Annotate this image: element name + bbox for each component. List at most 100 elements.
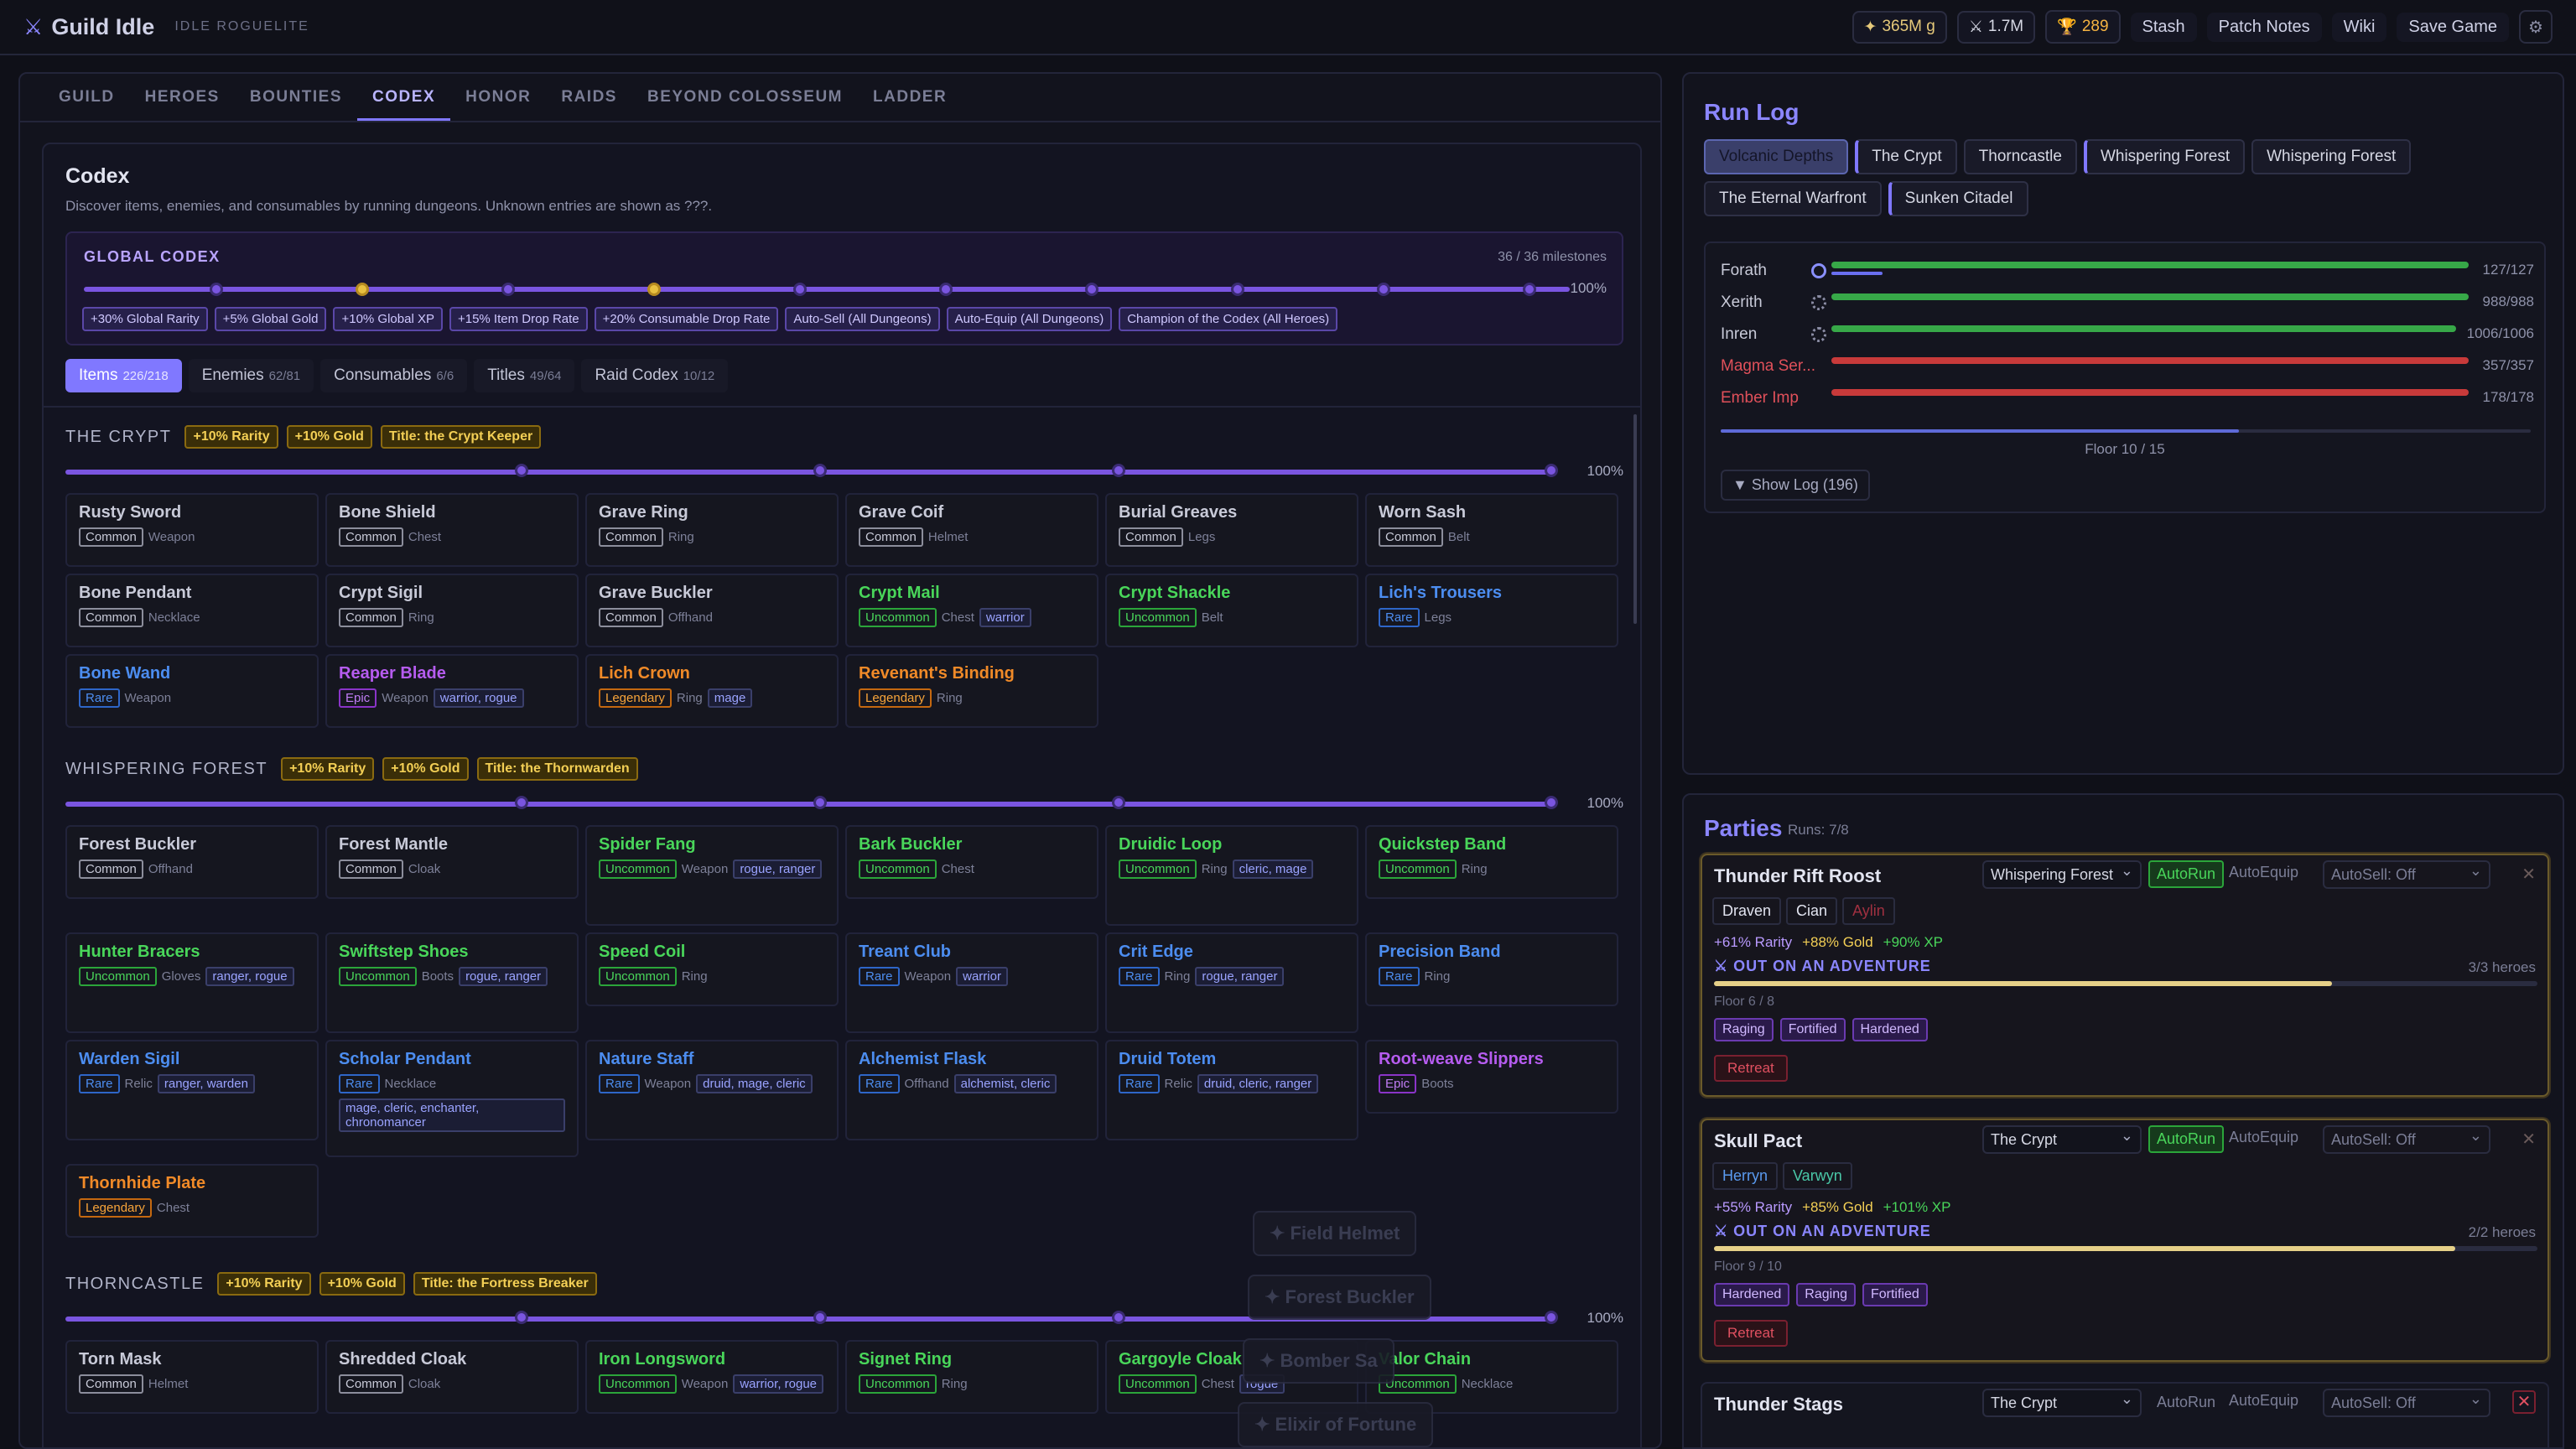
hero-chip[interactable]: Aylin: [1842, 897, 1895, 925]
codex-item-card[interactable]: Burial Greaves Common Legs: [1105, 493, 1358, 567]
item-type: Necklace: [148, 610, 200, 625]
codex-item-card[interactable]: Bone Wand Rare Weapon: [65, 654, 319, 728]
codex-item-card[interactable]: Speed Coil Uncommon Ring: [585, 932, 839, 1006]
codex-item-card[interactable]: Spider Fang Uncommon Weapon rogue, ranger: [585, 825, 839, 926]
combatant-name: Xerith: [1721, 293, 1763, 311]
tab-codex[interactable]: CODEX: [357, 88, 451, 121]
run-tab[interactable]: Whispering Forest: [2083, 139, 2246, 174]
run-tab[interactable]: Volcanic Depths: [1704, 139, 1849, 174]
codex-item-card[interactable]: Forest Buckler Common Offhand: [65, 825, 319, 899]
subtab-consumables[interactable]: Consumables 6/6: [320, 359, 468, 392]
tab-bounties[interactable]: BOUNTIES: [249, 88, 343, 106]
settings-gear-icon[interactable]: ⚙: [2519, 10, 2553, 44]
codex-item-card[interactable]: Iron Longsword Uncommon Weapon warrior, rog…: [585, 1340, 839, 1414]
codex-item-card[interactable]: Crit Edge Rare Ring rogue, ranger: [1105, 932, 1358, 1033]
hero-chip[interactable]: Draven: [1712, 897, 1782, 925]
codex-item-card[interactable]: Alchemist Flask Rare Offhand alchemist, cle…: [845, 1040, 1098, 1140]
hero-chip[interactable]: Cian: [1786, 897, 1838, 925]
subtab-titles[interactable]: Titles 49/64: [474, 359, 575, 392]
autoequip-toggle[interactable]: AutoEquip: [2229, 1129, 2299, 1145]
codex-item-card[interactable]: Crypt Shackle Uncommon Belt: [1105, 574, 1358, 647]
codex-item-card[interactable]: Nature Staff Rare Weapon druid, mage, cleri…: [585, 1040, 839, 1140]
autosell-select[interactable]: AutoSell: Off: [2323, 1125, 2490, 1154]
stash-button[interactable]: Stash: [2130, 12, 2197, 42]
autosell-select[interactable]: AutoSell: Off: [2323, 860, 2490, 889]
codex-item-card[interactable]: Grave Coif Common Helmet: [845, 493, 1098, 567]
milestone-marker: [1545, 796, 1558, 809]
codex-item-card[interactable]: Valor Chain Uncommon Necklace: [1365, 1340, 1618, 1414]
save-game-button[interactable]: Save Game: [2397, 12, 2509, 42]
codex-item-card[interactable]: Forest Mantle Common Cloak: [325, 825, 579, 899]
subtab-items[interactable]: Items 226/218: [65, 359, 182, 392]
dungeon-select[interactable]: The Crypt: [1982, 1389, 2142, 1417]
codex-item-card[interactable]: Thornhide Plate Legendary Chest: [65, 1164, 319, 1238]
autosell-select[interactable]: AutoSell: Off: [2323, 1389, 2490, 1417]
rarity-badge: Uncommon: [1379, 1374, 1457, 1394]
run-tab[interactable]: The Eternal Warfront: [1704, 181, 1882, 216]
codex-item-card[interactable]: Hunter Bracers Uncommon Gloves ranger, rogu…: [65, 932, 319, 1033]
codex-item-card[interactable]: Scholar Pendant Rare Necklace mage, cleric,…: [325, 1040, 579, 1157]
codex-scroll-area[interactable]: THE CRYPT +10% Rarity +10% Gold Title: the …: [44, 408, 1642, 1447]
item-name: Bone Wand: [79, 664, 171, 683]
codex-item-card[interactable]: Druidic Loop Uncommon Ring cleric, mage: [1105, 825, 1358, 926]
autorun-toggle[interactable]: AutoRun: [2148, 860, 2225, 888]
autoequip-toggle[interactable]: AutoEquip: [2229, 1392, 2299, 1409]
wiki-button[interactable]: Wiki: [2331, 12, 2387, 42]
codex-item-card[interactable]: Warden Sigil Rare Relic ranger, warden: [65, 1040, 319, 1140]
codex-item-card[interactable]: Treant Club Rare Weapon warrior: [845, 932, 1098, 1033]
codex-item-card[interactable]: Swiftstep Shoes Uncommon Boots rogue, range…: [325, 932, 579, 1033]
codex-item-card[interactable]: Druid Totem Rare Relic druid, cleric, range…: [1105, 1040, 1358, 1140]
codex-item-card[interactable]: Rusty Sword Common Weapon: [65, 493, 319, 567]
codex-item-card[interactable]: Lich's Trousers Rare Legs: [1365, 574, 1618, 647]
codex-item-card[interactable]: Crypt Sigil Common Ring: [325, 574, 579, 647]
run-tab[interactable]: Thorncastle: [1963, 139, 2077, 174]
tab-raids[interactable]: RAIDS: [561, 88, 617, 106]
tab-guild[interactable]: GUILD: [59, 88, 115, 106]
close-icon[interactable]: ✕: [2521, 865, 2536, 884]
autorun-toggle[interactable]: AutoRun: [2148, 1125, 2225, 1153]
retreat-button[interactable]: Retreat: [1714, 1320, 1788, 1347]
codex-item-card[interactable]: Worn Sash Common Belt: [1365, 493, 1618, 567]
codex-item-card[interactable]: Bone Pendant Common Necklace: [65, 574, 319, 647]
show-log-button[interactable]: ▼ Show Log (196): [1721, 470, 1870, 501]
subtab-raid-codex[interactable]: Raid Codex 10/12: [581, 359, 729, 392]
codex-item-card[interactable]: Grave Buckler Common Offhand: [585, 574, 839, 647]
section-reward-tag: +10% Rarity: [281, 757, 375, 781]
hero-chip[interactable]: Varwyn: [1783, 1162, 1852, 1190]
run-tab[interactable]: Whispering Forest: [2251, 139, 2412, 174]
codex-item-card[interactable]: Shredded Cloak Common Cloak: [325, 1340, 579, 1414]
codex-item-card[interactable]: Bark Buckler Uncommon Chest: [845, 825, 1098, 899]
codex-item-card[interactable]: Signet Ring Uncommon Ring: [845, 1340, 1098, 1414]
rarity-badge: Common: [1119, 527, 1183, 547]
tab-ladder[interactable]: LADDER: [873, 88, 948, 106]
codex-item-card[interactable]: Precision Band Rare Ring: [1365, 932, 1618, 1006]
codex-item-card[interactable]: Reaper Blade Epic Weapon warrior, rogue: [325, 654, 579, 728]
autorun-toggle[interactable]: AutoRun: [2157, 1394, 2216, 1410]
tab-beyond-colosseum[interactable]: BEYOND COLOSSEUM: [647, 88, 844, 106]
tab-heroes[interactable]: HEROES: [144, 88, 220, 106]
run-tab[interactable]: The Crypt: [1855, 139, 1957, 174]
close-icon[interactable]: ✕: [2512, 1390, 2536, 1414]
dungeon-select[interactable]: Whispering Forest: [1982, 860, 2142, 889]
retreat-button[interactable]: Retreat: [1714, 1055, 1788, 1082]
hero-chip[interactable]: Herryn: [1712, 1162, 1779, 1190]
codex-item-card[interactable]: Torn Mask Common Helmet: [65, 1340, 319, 1414]
codex-item-card[interactable]: Quickstep Band Uncommon Ring: [1365, 825, 1618, 899]
subtab-enemies[interactable]: Enemies 62/81: [188, 359, 314, 392]
codex-item-card[interactable]: Grave Ring Common Ring: [585, 493, 839, 567]
scrollbar[interactable]: [1633, 414, 1637, 624]
autoequip-toggle[interactable]: AutoEquip: [2229, 864, 2299, 880]
codex-item-card[interactable]: Crypt Mail Uncommon Chest warrior: [845, 574, 1098, 647]
codex-item-card[interactable]: Lich Crown Legendary Ring mage: [585, 654, 839, 728]
close-icon[interactable]: ✕: [2521, 1130, 2536, 1149]
section-percent: 100%: [1587, 1310, 1623, 1326]
tab-honor[interactable]: HONOR: [465, 88, 532, 106]
codex-item-card[interactable]: Bone Shield Common Chest: [325, 493, 579, 567]
codex-item-card[interactable]: Root-weave Slippers Epic Boots: [1365, 1040, 1618, 1114]
dungeon-select[interactable]: The Crypt: [1982, 1125, 2142, 1154]
codex-item-card[interactable]: Revenant's Binding Legendary Ring: [845, 654, 1098, 728]
milestone-marker: [813, 1311, 827, 1324]
run-tab[interactable]: Sunken Citadel: [1888, 181, 2028, 216]
class-badge: rogue, ranger: [1195, 967, 1285, 986]
patch-notes-button[interactable]: Patch Notes: [2206, 12, 2322, 42]
